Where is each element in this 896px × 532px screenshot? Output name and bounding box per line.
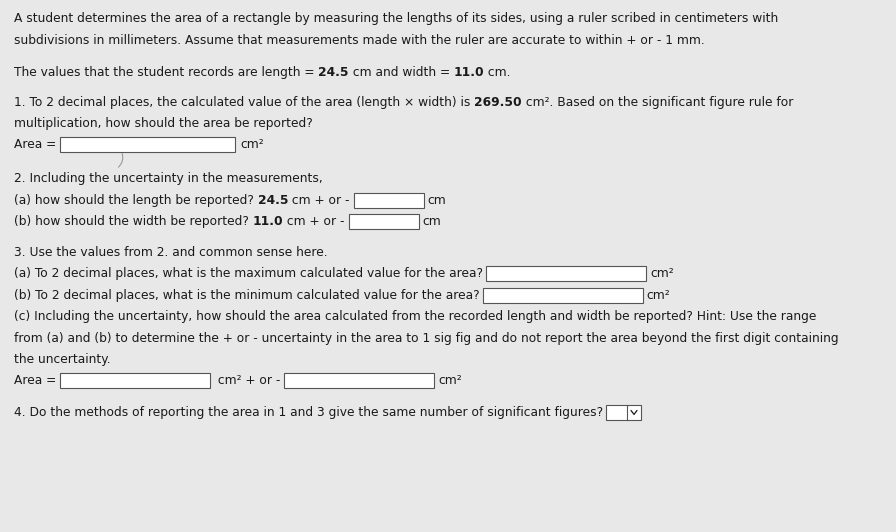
Bar	[60, 373, 210, 388]
Text: from (a) and (b) to determine the + or - uncertainty in the area to 1 sig fig an: from (a) and (b) to determine the + or -…	[14, 331, 839, 345]
Text: the uncertainty.: the uncertainty.	[14, 353, 110, 366]
Bar	[349, 214, 418, 229]
Text: 2. Including the uncertainty in the measurements,: 2. Including the uncertainty in the meas…	[14, 172, 323, 185]
Text: cm²: cm²	[438, 373, 462, 387]
Text: cm: cm	[427, 194, 446, 207]
Text: cm: cm	[423, 215, 442, 228]
Text: 3. Use the values from 2. and common sense here.: 3. Use the values from 2. and common sen…	[14, 246, 328, 259]
Text: (c) Including the uncertainty, how should the area calculated from the recorded : (c) Including the uncertainty, how shoul…	[14, 310, 816, 323]
Text: multiplication, how should the area be reported?: multiplication, how should the area be r…	[14, 118, 313, 130]
Text: A student determines the area of a rectangle by measuring the lengths of its sid: A student determines the area of a recta…	[14, 12, 778, 25]
Text: cm²: cm²	[240, 138, 263, 151]
Text: (b) how should the width be reported?: (b) how should the width be reported?	[14, 215, 253, 228]
Text: (b) To 2 decimal places, what is the minimum calculated value for the area?: (b) To 2 decimal places, what is the min…	[14, 289, 479, 302]
Text: 24.5: 24.5	[258, 194, 289, 207]
Bar	[354, 193, 424, 208]
Text: cm²: cm²	[647, 289, 670, 302]
Text: cm² + or -: cm² + or -	[214, 373, 284, 387]
Bar	[284, 373, 435, 388]
Text: cm². Based on the significant figure rule for: cm². Based on the significant figure rul…	[521, 96, 793, 109]
Text: cm + or -: cm + or -	[283, 215, 349, 228]
Bar	[486, 266, 646, 281]
Text: 4. Do the methods of reporting the area in 1 and 3 give the same number of signi: 4. Do the methods of reporting the area …	[14, 406, 603, 419]
Text: 269.50: 269.50	[474, 96, 521, 109]
Text: cm + or -: cm + or -	[289, 194, 354, 207]
Text: 24.5: 24.5	[318, 66, 349, 79]
Text: 1. To 2 decimal places, the calculated value of the area (length × width) is: 1. To 2 decimal places, the calculated v…	[14, 96, 474, 109]
Text: (a) To 2 decimal places, what is the maximum calculated value for the area?: (a) To 2 decimal places, what is the max…	[14, 267, 483, 280]
Text: Area =: Area =	[14, 138, 60, 151]
Text: 11.0: 11.0	[253, 215, 283, 228]
Text: 11.0: 11.0	[453, 66, 485, 79]
Bar	[606, 405, 641, 420]
Text: (a) how should the length be reported?: (a) how should the length be reported?	[14, 194, 258, 207]
Text: cm²: cm²	[650, 267, 674, 280]
Text: Area =: Area =	[14, 373, 60, 387]
Bar	[60, 137, 235, 152]
Text: subdivisions in millimeters. Assume that measurements made with the ruler are ac: subdivisions in millimeters. Assume that…	[14, 34, 704, 46]
Text: The values that the student records are length =: The values that the student records are …	[14, 66, 318, 79]
Bar	[483, 288, 642, 303]
Text: cm.: cm.	[485, 66, 511, 79]
Text: cm and width =: cm and width =	[349, 66, 453, 79]
